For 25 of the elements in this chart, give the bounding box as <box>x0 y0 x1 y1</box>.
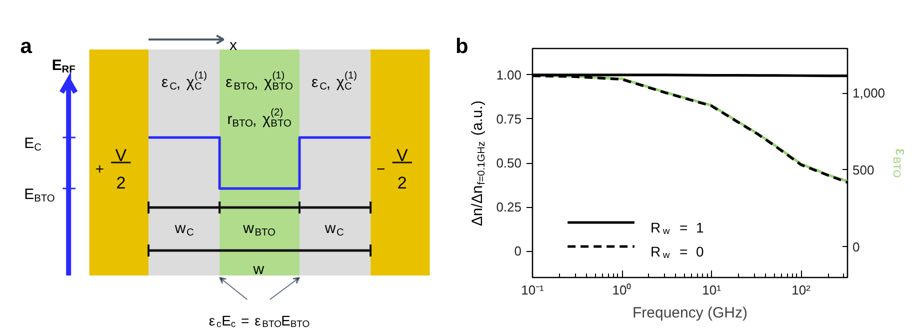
x-tick-label: 10¹ <box>702 282 722 298</box>
y-axis-title: Δn/Δnf=0.1GHz (a.u.) <box>469 100 488 226</box>
y-tick-label: 0 <box>514 244 522 259</box>
y2-axis-title: εBTO <box>890 148 909 178</box>
text: a <box>20 35 32 58</box>
text: 2 <box>116 174 126 192</box>
y-tick-label: 0.50 <box>496 156 522 170</box>
text: V <box>396 146 409 165</box>
text: 2 <box>397 174 407 192</box>
x-tick-label: 10⁰ <box>612 282 632 298</box>
x-tick-label: 10⁻¹ <box>521 282 545 298</box>
text: − <box>376 161 386 178</box>
text: V <box>115 146 128 165</box>
y2-tick-label: 500 <box>852 162 874 178</box>
y-tick-label: 0.75 <box>496 111 522 126</box>
x-tick-label: 10² <box>792 282 812 298</box>
text: + <box>95 161 104 178</box>
text: w <box>252 261 264 278</box>
y2-tick-label: 1,000 <box>852 86 886 101</box>
x-axis-title: Frequency (GHz) <box>632 304 748 322</box>
text: x <box>229 37 238 54</box>
text: b <box>456 35 468 58</box>
y2-tick-label: 0 <box>852 239 860 254</box>
y-tick-label: 1.00 <box>496 67 522 82</box>
y-tick-label: 0.25 <box>496 200 522 215</box>
